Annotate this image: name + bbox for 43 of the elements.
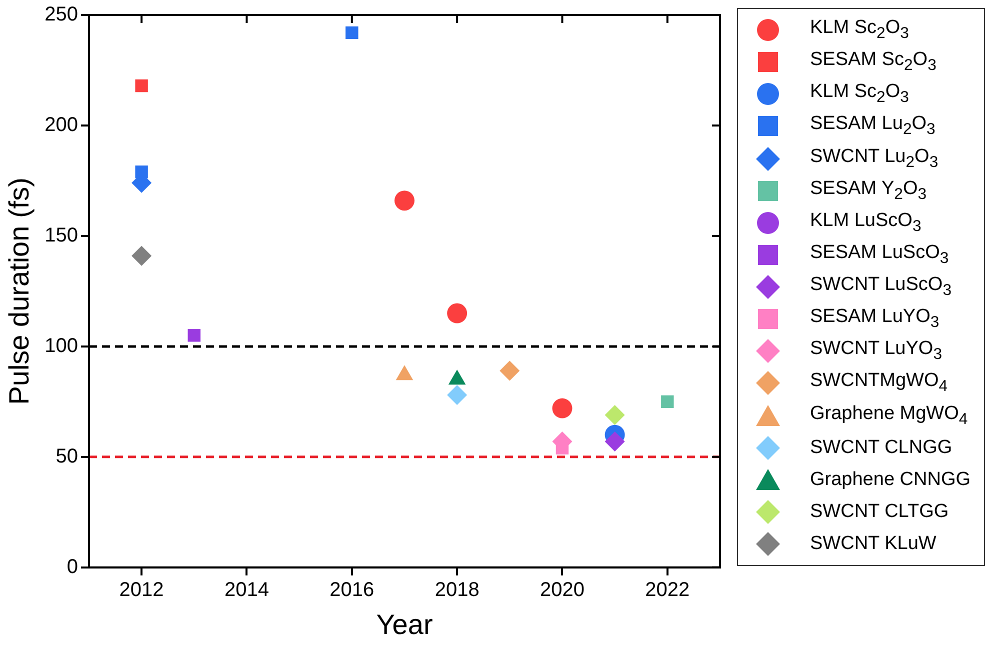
point xyxy=(500,360,520,381)
point xyxy=(661,395,674,408)
legend-label: SWCNT CLNGG xyxy=(810,436,952,459)
x-tick-label: 2012 xyxy=(119,578,164,601)
legend-label: SWCNTMgWO$_{4}$ xyxy=(810,370,948,396)
x-tick-label: 2018 xyxy=(434,578,480,601)
legend-label: KLM Sc$_{2}$O$_{3}$ xyxy=(810,17,909,43)
y-tick-label: 250 xyxy=(44,4,78,26)
legend-label: SESAM Y$_{2}$O$_{3}$ xyxy=(810,178,927,204)
legend-label: KLM Sc$_{2}$O$_{3}$ xyxy=(810,81,909,108)
legend-label: SESAM Sc$_{2}$O$_{3}$ xyxy=(810,49,936,76)
legend-label: SWCNT LuScO$_{3}$ xyxy=(810,274,952,300)
point xyxy=(394,190,414,211)
y-tick-label: 200 xyxy=(44,114,78,136)
legend-label: SWCNT LuYO$_{3}$ xyxy=(810,338,942,364)
legend-label: SWCNT Lu$_{2}$O$_{3}$ xyxy=(810,146,938,172)
point xyxy=(188,329,201,342)
legend-label: Graphene MgWO$_{4}$ xyxy=(810,402,968,428)
point xyxy=(135,79,148,92)
x-tick-label: 2014 xyxy=(224,578,269,601)
y-tick-label: 50 xyxy=(56,445,78,468)
y-axis-title: Pulse duration (fs) xyxy=(4,178,35,405)
point xyxy=(132,246,152,266)
legend-label: SWCNT KLuW xyxy=(810,533,936,555)
x-axis-title: Year xyxy=(376,608,433,640)
x-tick-label: 2016 xyxy=(330,578,374,601)
point xyxy=(604,431,625,452)
point xyxy=(346,26,358,40)
point xyxy=(447,303,468,324)
y-tick-label: 100 xyxy=(44,334,78,357)
legend-label: Graphene CNNGG xyxy=(810,468,971,491)
legend-label: SESAM Lu$_{2}$O$_{3}$ xyxy=(810,113,936,140)
x-tick-label: 2022 xyxy=(645,578,690,601)
y-tick-label: 150 xyxy=(44,224,78,246)
point xyxy=(604,404,625,425)
legend-label: SWCNT CLTGG xyxy=(810,500,949,523)
legend-label: KLM LuScO$_{3}$ xyxy=(810,210,922,236)
legend-label: SESAM LuYO$_{3}$ xyxy=(810,306,940,332)
point xyxy=(552,398,572,418)
x-tick-label: 2020 xyxy=(540,578,584,601)
y-tick-label: 0 xyxy=(66,556,78,578)
point xyxy=(447,385,468,406)
legend-label: SESAM LuScO$_{3}$ xyxy=(810,242,949,268)
